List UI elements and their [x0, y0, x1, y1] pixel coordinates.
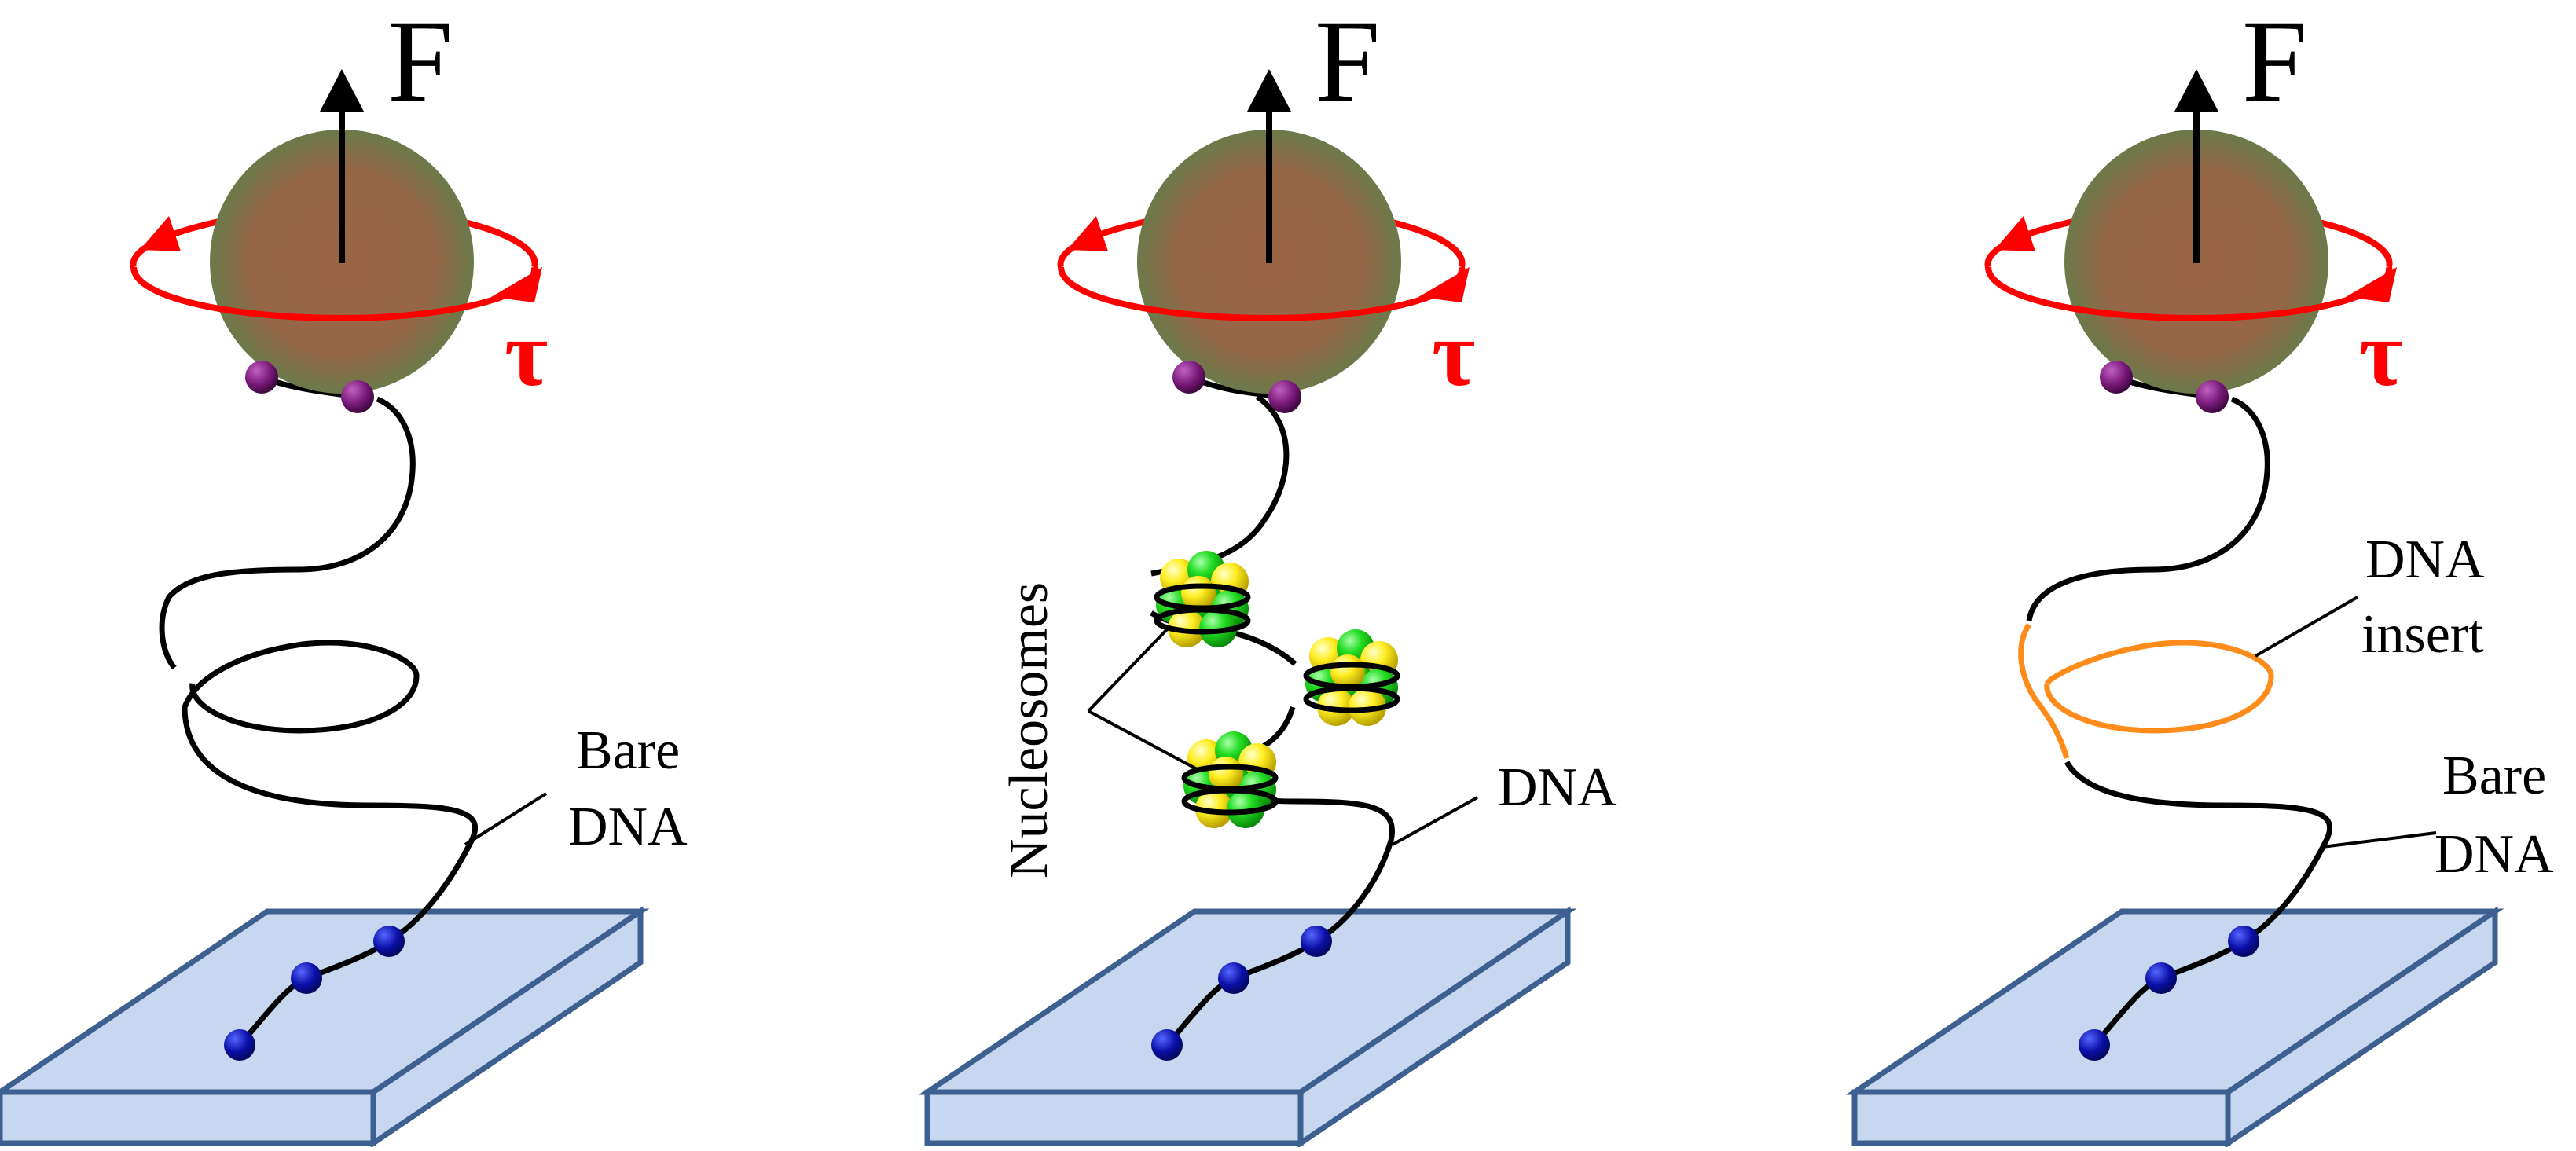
- torque-arrowhead-left: [1994, 216, 2035, 251]
- force-label: F: [2242, 0, 2307, 126]
- bead-anchor-2: [1268, 380, 1301, 413]
- dna-leader: [1392, 796, 1478, 846]
- surface-anchor-2: [1218, 962, 1249, 994]
- dna-insert-label-line1: DNA: [2365, 530, 2485, 590]
- dna-insert-label-line2: insert: [2361, 604, 2484, 665]
- torque-arrowhead-right: [491, 267, 542, 302]
- nucleosomes-label: Nucleosomes: [999, 582, 1059, 878]
- surface-anchor-1: [224, 1029, 255, 1061]
- nucleosome-1: [1154, 551, 1251, 647]
- force-label: F: [387, 0, 453, 126]
- nucleosome-leader-1: [1087, 625, 1171, 713]
- bare-dna-leader: [464, 792, 548, 846]
- surface-anchor-2: [291, 962, 322, 994]
- surface-anchor-3: [2228, 926, 2259, 957]
- surface-slab: [1845, 906, 2504, 1149]
- surface-anchor-1: [2079, 1029, 2110, 1061]
- panel-nucleosomes: F τ Nucleosomes DNA: [918, 0, 1617, 1149]
- bead-anchor-2: [2196, 380, 2229, 413]
- torque-arrowhead-right: [1418, 267, 1470, 302]
- bead-anchor-1: [2100, 361, 2133, 394]
- torque-arrowhead-left: [1067, 216, 1108, 251]
- bare-dna-label-line2: DNA: [2435, 824, 2554, 885]
- dna-tether: [1150, 394, 1395, 1047]
- force-arrow-head: [320, 69, 364, 112]
- surface-anchor-1: [1151, 1029, 1183, 1061]
- bare-dna-label-line1: Bare: [2442, 746, 2546, 806]
- nucleosome-3: [1181, 731, 1279, 828]
- surface-anchor-2: [2145, 962, 2177, 994]
- surface-anchor-3: [1301, 926, 1332, 957]
- nucleosome-2: [1303, 629, 1400, 726]
- bare-dna-label-line1: Bare: [576, 720, 680, 781]
- surface-slab: [0, 906, 650, 1149]
- bare-dna-leader: [2321, 831, 2437, 849]
- torque-arrowhead-right: [2346, 267, 2397, 302]
- surface-anchor-3: [373, 926, 405, 957]
- torque-label: τ: [1432, 301, 1475, 405]
- dna-label: DNA: [1498, 757, 1617, 818]
- nucleosome-leader-2: [1088, 709, 1199, 772]
- force-label: F: [1315, 0, 1380, 126]
- torque-label: τ: [505, 301, 548, 405]
- torque-label: τ: [2359, 301, 2402, 405]
- panel-dna-insert: F τ DNA insert Bare DNA: [1845, 0, 2554, 1149]
- dna-insert: [2018, 623, 2274, 759]
- force-arrow-head: [1247, 69, 1291, 112]
- bare-dna-label-line2: DNA: [568, 797, 688, 857]
- force-arrow-head: [2174, 69, 2218, 112]
- torque-arrowhead-left: [140, 216, 181, 251]
- dna-insert-leader: [2255, 596, 2358, 658]
- bead-anchor-1: [245, 361, 278, 394]
- panel-bare-dna: F τ Bare DNA: [0, 0, 688, 1149]
- surface-slab: [918, 906, 1577, 1149]
- bead-anchor-2: [341, 380, 374, 413]
- bead-anchor-1: [1172, 361, 1205, 394]
